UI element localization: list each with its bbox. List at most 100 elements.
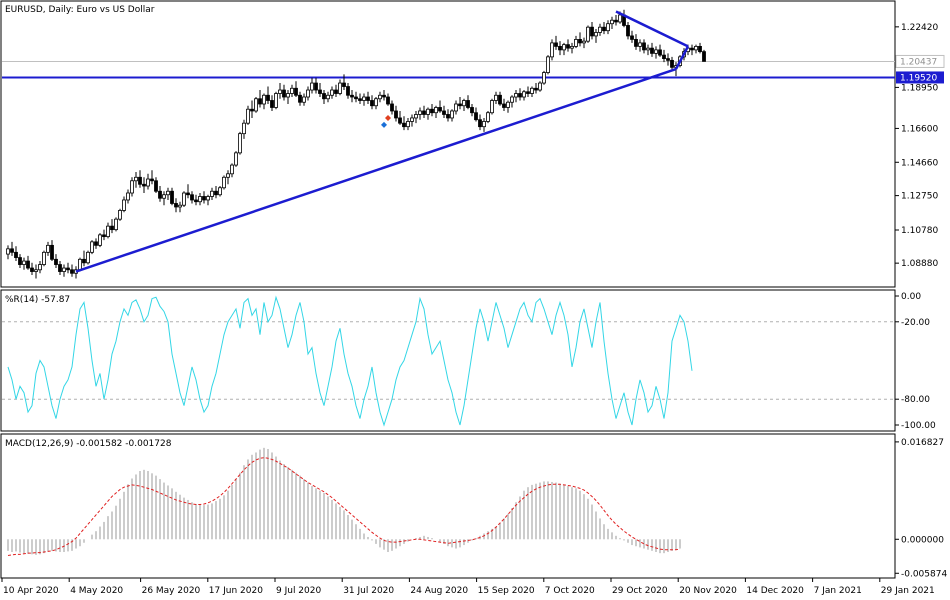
- x-tick-label: 15 Sep 2020: [478, 586, 535, 596]
- candle-body: [446, 114, 450, 119]
- candle-body: [634, 39, 638, 47]
- candle: [702, 49, 706, 62]
- candle: [486, 110, 490, 124]
- candle-body: [558, 45, 562, 51]
- candle-body: [510, 96, 514, 103]
- candle-body: [182, 192, 186, 206]
- candle-body: [194, 199, 198, 203]
- candle-body: [394, 110, 398, 119]
- x-tick-label: 4 May 2020: [70, 586, 123, 596]
- candle-body: [406, 121, 410, 128]
- candle-body: [566, 44, 570, 49]
- candle: [478, 114, 482, 131]
- macd-panel: 0.016827 0.000000 -0.005874: [7, 438, 947, 579]
- candle: [22, 257, 26, 270]
- candle-body: [526, 91, 530, 94]
- candle: [118, 208, 122, 221]
- candle: [370, 95, 374, 110]
- candle-body: [218, 187, 222, 196]
- candle-body: [110, 225, 114, 231]
- candle: [510, 95, 514, 108]
- trendline-right-leg[interactable]: [674, 45, 690, 70]
- candle: [258, 90, 262, 108]
- candle-body: [690, 47, 694, 51]
- candle-body: [482, 121, 486, 128]
- candle-body: [146, 178, 150, 187]
- candle: [30, 262, 34, 276]
- candle: [26, 255, 30, 270]
- candle: [366, 91, 370, 104]
- candle: [262, 93, 266, 110]
- candle-body: [298, 94, 302, 103]
- candle: [614, 14, 618, 26]
- current-price-badge: [895, 54, 945, 68]
- candle-body: [578, 39, 582, 44]
- candle: [406, 117, 410, 131]
- trendline-rising-support[interactable]: [75, 67, 677, 273]
- candle-body: [78, 258, 82, 271]
- candle-body: [82, 258, 86, 264]
- candle-body: [398, 117, 402, 124]
- candle-body: [46, 244, 50, 253]
- candle: [326, 91, 330, 103]
- candle: [242, 119, 246, 139]
- candle-body: [162, 194, 166, 199]
- candle: [314, 77, 318, 94]
- candle-body: [282, 89, 286, 98]
- candle: [690, 44, 694, 56]
- williams-panel-frame: [0, 289, 896, 432]
- candle: [446, 109, 450, 122]
- candle: [650, 42, 654, 57]
- candle-body: [486, 112, 490, 122]
- candle: [222, 175, 226, 190]
- candle-body: [662, 54, 666, 60]
- candle-body: [30, 267, 34, 272]
- candle-body: [338, 82, 342, 94]
- candle-body: [490, 100, 494, 114]
- macd-ytick-label: 0.000000: [901, 535, 944, 545]
- candle: [318, 83, 322, 98]
- williams-line: [7, 295, 693, 427]
- candle: [114, 217, 118, 232]
- candle: [394, 105, 398, 122]
- candle: [530, 86, 534, 98]
- candle: [198, 192, 202, 206]
- candle: [202, 191, 206, 204]
- candle-body: [130, 180, 134, 194]
- williams-ytick-label: -100.00: [901, 421, 936, 431]
- candle-body: [210, 190, 214, 197]
- candle: [334, 84, 338, 98]
- candle: [410, 114, 414, 127]
- candle-body: [642, 42, 646, 51]
- candle: [282, 84, 286, 101]
- candle: [438, 100, 442, 113]
- candle-body: [586, 26, 590, 42]
- candle: [666, 53, 670, 66]
- candle-body: [126, 192, 130, 201]
- candle: [354, 91, 358, 103]
- candle: [522, 90, 526, 101]
- candle-body: [426, 108, 430, 115]
- candle-body: [290, 87, 294, 94]
- trendline-falling-resistance[interactable]: [615, 10, 689, 48]
- candle: [374, 97, 378, 110]
- candle: [54, 254, 58, 269]
- candle: [426, 107, 430, 120]
- candle-body: [442, 110, 446, 115]
- candle: [442, 105, 446, 118]
- candle: [98, 233, 102, 248]
- macd-ytick-label: 0.016827: [901, 438, 944, 448]
- candle-body: [598, 26, 602, 33]
- candle: [330, 86, 334, 99]
- candle-body: [422, 110, 426, 115]
- macd-ytick-label: -0.005874: [901, 569, 947, 579]
- williams-ytick-label: -80.00: [901, 395, 930, 405]
- candle: [46, 241, 50, 256]
- candle-body: [410, 117, 414, 122]
- candle: [170, 187, 174, 206]
- candle: [122, 196, 126, 213]
- candle: [382, 90, 386, 101]
- price-ytick-label: 1.18950: [901, 83, 938, 93]
- candle-body: [222, 176, 226, 189]
